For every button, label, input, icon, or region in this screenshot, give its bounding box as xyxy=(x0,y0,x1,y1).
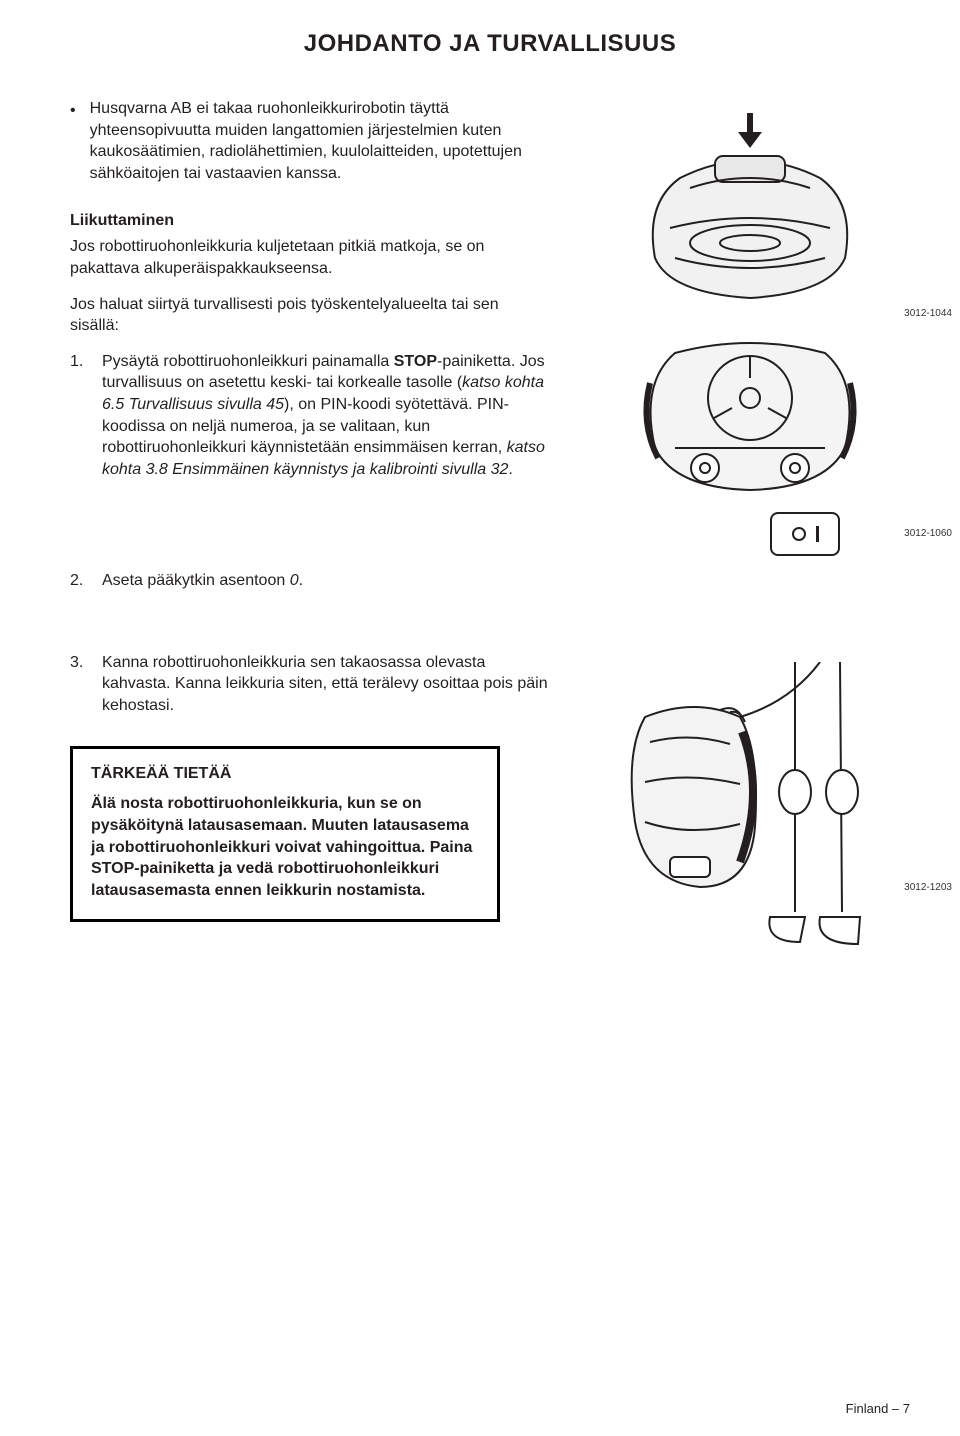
step-2-frag-b: . xyxy=(299,572,303,589)
step-1-text: Pysäytä robottiruohonleikkuri painamalla… xyxy=(102,351,550,481)
col-right-1: 3012-1044 xyxy=(580,98,910,556)
bullet-item: • Husqvarna AB ei takaa ruohonleikkuriro… xyxy=(70,98,550,184)
step-1-frag-a: Pysäytä robottiruohonleikkuri painamalla xyxy=(102,353,394,370)
important-box: TÄRKEÄÄ TIETÄÄ Älä nosta robottiruohonle… xyxy=(70,746,500,922)
step-3: 3. Kanna robottiruohonleikkuria sen taka… xyxy=(70,652,550,717)
bullet-dot: • xyxy=(70,98,76,184)
step-1: 1. Pysäytä robottiruohonleikkuri painama… xyxy=(70,351,550,481)
step-1-bold: STOP xyxy=(394,353,437,370)
step-2: 2. Aseta pääkytkin asentoon 0. xyxy=(70,570,550,592)
figure-code-2: 3012-1060 xyxy=(904,528,952,539)
section-title: Liikuttaminen xyxy=(70,212,550,230)
figure-code-3: 3012-1203 xyxy=(904,882,952,893)
row-intro: • Husqvarna AB ei takaa ruohonleikkuriro… xyxy=(70,98,910,556)
section-para-2: Jos haluat siirtyä turvallisesti pois ty… xyxy=(70,294,550,337)
col-left-2: 3. Kanna robottiruohonleikkuria sen taka… xyxy=(70,652,550,923)
section-para-1: Jos robottiruohonleikkuria kuljetetaan p… xyxy=(70,236,550,279)
mower-top-figure xyxy=(620,108,880,308)
col-right-2: 3012-1203 xyxy=(580,652,910,992)
bullet-text: Husqvarna AB ei takaa ruohonleikkurirobo… xyxy=(90,98,550,184)
page-footer: Finland – 7 xyxy=(846,1401,910,1416)
step-1-number: 1. xyxy=(70,351,92,481)
switch-on-symbol xyxy=(816,526,819,542)
important-body: Älä nosta robottiruohonleikkuria, kun se… xyxy=(91,793,479,901)
important-title: TÄRKEÄÄ TIETÄÄ xyxy=(91,765,479,783)
figure-code-1: 3012-1044 xyxy=(904,308,952,319)
step-1-frag-d: . xyxy=(508,461,512,478)
step-2-number: 2. xyxy=(70,570,92,592)
col-left-1: • Husqvarna AB ei takaa ruohonleikkuriro… xyxy=(70,98,550,498)
step-2-frag-a: Aseta pääkytkin asentoon xyxy=(102,572,290,589)
switch-off-symbol xyxy=(792,527,806,541)
main-switch-icon xyxy=(770,512,840,556)
carry-figure xyxy=(590,662,890,992)
step-3-number: 3. xyxy=(70,652,92,717)
step-2-italic: 0 xyxy=(290,572,299,589)
mower-bottom-figure xyxy=(620,328,880,498)
row-carry: 3. Kanna robottiruohonleikkuria sen taka… xyxy=(70,652,910,992)
step-2-text: Aseta pääkytkin asentoon 0. xyxy=(102,570,550,592)
page-title: JOHDANTO JA TURVALLISUUS xyxy=(70,30,910,58)
step-3-text: Kanna robottiruohonleikkuria sen takaosa… xyxy=(102,652,550,717)
page: JOHDANTO JA TURVALLISUUS • Husqvarna AB … xyxy=(0,0,960,1436)
